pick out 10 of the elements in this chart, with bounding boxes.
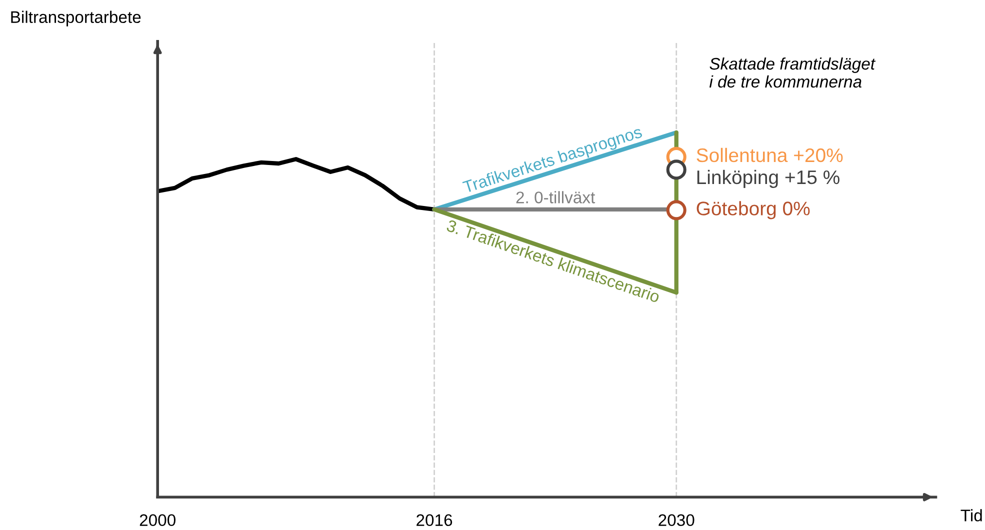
x-axis-title: Tid xyxy=(960,509,982,522)
text: Biltransportarbete xyxy=(11,10,141,26)
series-label: Göteborg 0% xyxy=(696,201,810,220)
series-label: 2. 0-tillväxt xyxy=(516,191,596,204)
x-tick-label: 2000 xyxy=(140,514,176,526)
x-tick-label: 2016 xyxy=(416,514,452,526)
series-label: Sollentuna +20% xyxy=(696,148,843,162)
x-tick-label: 2030 xyxy=(658,514,694,526)
text: Skattade framtidsläget i de tre kommunerna xyxy=(709,57,876,88)
series-label: Linköping +15 % xyxy=(697,170,840,188)
